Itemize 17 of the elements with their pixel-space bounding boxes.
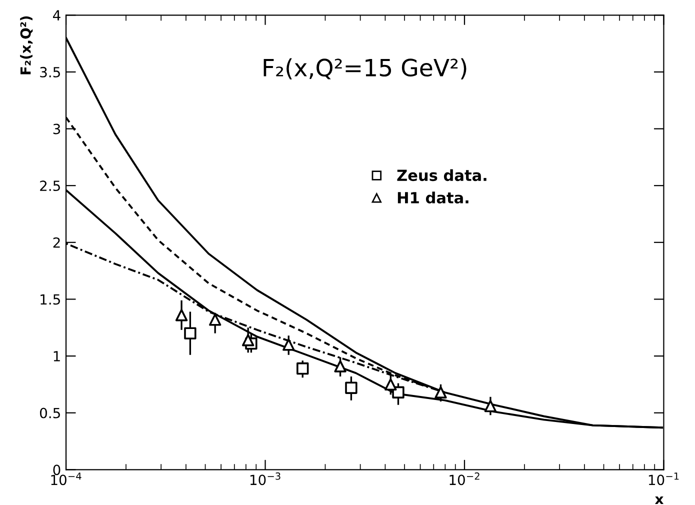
y-tick-label: 2.5 [40,180,60,192]
y-tick-label: 3.5 [40,66,60,78]
y-tick-label: 1 [54,351,60,362]
x-tick-label: 10$^{−2}$ [450,472,480,486]
x-axis-title: x [654,496,664,504]
x-tick-label: 10$^{−1}$ [648,472,679,486]
y-tick-label: 0.5 [40,408,60,418]
text: F₂(x,Q²=15 GeV²) [264,58,466,80]
legend-label: H1 data. [398,192,468,204]
y-tick-label: 4 [53,10,60,20]
y-tick-label: 2 [53,237,60,248]
y-tick-label: 3 [53,124,60,134]
y-tick-label: 1.5 [40,294,60,305]
y-axis-title: F₂(x,Q²) [20,16,33,74]
x-tick-label: 10$^{−3}$ [250,472,280,486]
legend-label: Zeus data. [397,169,486,182]
y-tick-label: 0 [53,464,60,476]
